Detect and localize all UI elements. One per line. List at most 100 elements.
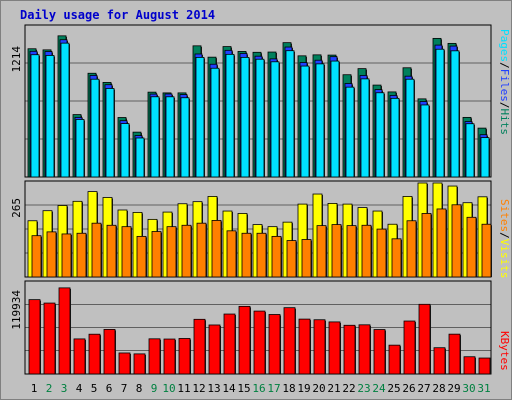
bar-kbytes-day-23 <box>358 324 371 375</box>
bar-pages-day-6 <box>105 88 115 178</box>
bar-pages-day-10 <box>165 96 175 178</box>
bar-sites-day-30 <box>466 216 477 278</box>
bar-pages-day-29 <box>450 50 460 178</box>
bar-sites-day-11 <box>181 224 192 278</box>
bar-pages-day-1 <box>30 54 40 178</box>
bar-sites-day-4 <box>76 232 87 278</box>
chart-title: Daily usage for August 2014 <box>20 8 215 22</box>
bar-pages-day-28 <box>435 48 445 178</box>
bar-pages-day-2 <box>45 55 55 178</box>
bar-sites-day-26 <box>406 220 417 278</box>
bar-kbytes-day-4 <box>73 338 86 375</box>
bar-kbytes-day-28 <box>433 347 446 375</box>
bar-pages-day-5 <box>90 78 100 178</box>
day-label-13: 13 <box>207 382 220 395</box>
bar-pages-day-30 <box>465 123 475 178</box>
day-label-23: 23 <box>357 382 370 395</box>
day-label-21: 21 <box>327 382 340 395</box>
bar-pages-day-12 <box>195 57 205 178</box>
day-label-31: 31 <box>477 382 490 395</box>
bar-sites-day-24 <box>376 228 387 278</box>
legend-visits: Visits <box>498 239 511 279</box>
bar-sites-day-10 <box>166 226 177 278</box>
bar-sites-day-27 <box>421 213 432 278</box>
kbytes-panel: 119934 KBytes <box>10 280 511 375</box>
legend-sep-1: / <box>498 62 511 69</box>
bar-sites-day-13 <box>211 220 222 278</box>
bar-pages-day-22 <box>345 86 355 178</box>
bar-sites-day-7 <box>121 226 132 278</box>
bar-sites-day-2 <box>46 231 57 278</box>
bar-kbytes-day-21 <box>328 321 341 375</box>
bar-kbytes-day-8 <box>133 353 146 375</box>
bar-sites-day-29 <box>451 204 462 278</box>
bar-kbytes-day-19 <box>298 318 311 375</box>
bar-sites-day-9 <box>151 231 162 278</box>
day-label-30: 30 <box>462 382 475 395</box>
day-label-15: 15 <box>237 382 250 395</box>
legend-hits-files-pages: Pages/Files/Hits <box>498 29 511 135</box>
bar-kbytes-day-16 <box>253 310 266 375</box>
bar-kbytes-day-17 <box>268 314 281 375</box>
bar-sites-day-21 <box>331 224 342 278</box>
day-label-27: 27 <box>417 382 430 395</box>
bar-sites-day-8 <box>136 235 147 278</box>
day-label-9: 9 <box>151 382 158 395</box>
legend-sites: Sites <box>498 199 511 232</box>
day-label-11: 11 <box>177 382 190 395</box>
bar-pages-day-26 <box>405 78 415 178</box>
legend-kbytes: KBytes <box>498 331 511 371</box>
day-label-19: 19 <box>297 382 310 395</box>
bar-kbytes-day-13 <box>208 324 221 375</box>
bar-pages-day-24 <box>375 92 385 178</box>
bar-sites-day-16 <box>256 232 267 278</box>
bar-sites-day-6 <box>106 224 117 278</box>
legend-pages: Pages <box>498 29 511 62</box>
y-max-label-hits: 1214 <box>10 46 23 73</box>
bar-kbytes-day-15 <box>238 305 251 375</box>
bar-sites-day-17 <box>271 235 282 278</box>
day-label-20: 20 <box>312 382 325 395</box>
bar-pages-day-11 <box>180 97 190 178</box>
bar-kbytes-day-24 <box>373 329 386 375</box>
bar-pages-day-4 <box>75 119 85 178</box>
bar-pages-day-14 <box>225 53 235 178</box>
bar-sites-day-18 <box>286 240 297 278</box>
day-label-8: 8 <box>136 382 143 395</box>
day-label-26: 26 <box>402 382 415 395</box>
day-label-25: 25 <box>387 382 400 395</box>
bar-pages-day-9 <box>150 96 160 178</box>
visits-sites-panel: 265 Sites/Visits <box>10 180 511 279</box>
day-label-2: 2 <box>46 382 53 395</box>
bar-kbytes-day-29 <box>448 333 461 375</box>
day-label-29: 29 <box>447 382 460 395</box>
bar-sites-day-25 <box>391 238 402 278</box>
bar-pages-day-20 <box>315 63 325 178</box>
bar-sites-day-31 <box>481 223 492 278</box>
day-label-5: 5 <box>91 382 98 395</box>
day-axis: 1 2 3 4 5 6 7 8 9 10 11 12 13 14 15 16 17 18 19 20 21 22 23 24 2… <box>31 382 491 395</box>
day-label-6: 6 <box>106 382 113 395</box>
bar-pages-day-3 <box>60 42 70 178</box>
bar-pages-day-16 <box>255 58 265 178</box>
day-label-7: 7 <box>121 382 128 395</box>
bar-sites-day-28 <box>436 208 447 278</box>
bar-kbytes-day-1 <box>28 299 41 375</box>
bar-pages-day-7 <box>120 123 130 178</box>
day-label-24: 24 <box>372 382 386 395</box>
day-label-12: 12 <box>192 382 205 395</box>
day-label-10: 10 <box>162 382 175 395</box>
bar-sites-day-20 <box>316 225 327 278</box>
bar-sites-day-3 <box>61 233 72 278</box>
bar-pages-day-31 <box>480 137 490 178</box>
bar-pages-day-25 <box>390 97 400 178</box>
bar-kbytes-day-10 <box>163 338 176 375</box>
legend-hits: Hits <box>498 109 511 136</box>
bar-sites-day-12 <box>196 222 207 278</box>
bar-pages-day-18 <box>285 50 295 178</box>
day-label-14: 14 <box>222 382 236 395</box>
legend-sep-2: / <box>498 102 511 109</box>
bar-kbytes-day-26 <box>403 320 416 375</box>
bar-sites-day-19 <box>301 239 312 278</box>
